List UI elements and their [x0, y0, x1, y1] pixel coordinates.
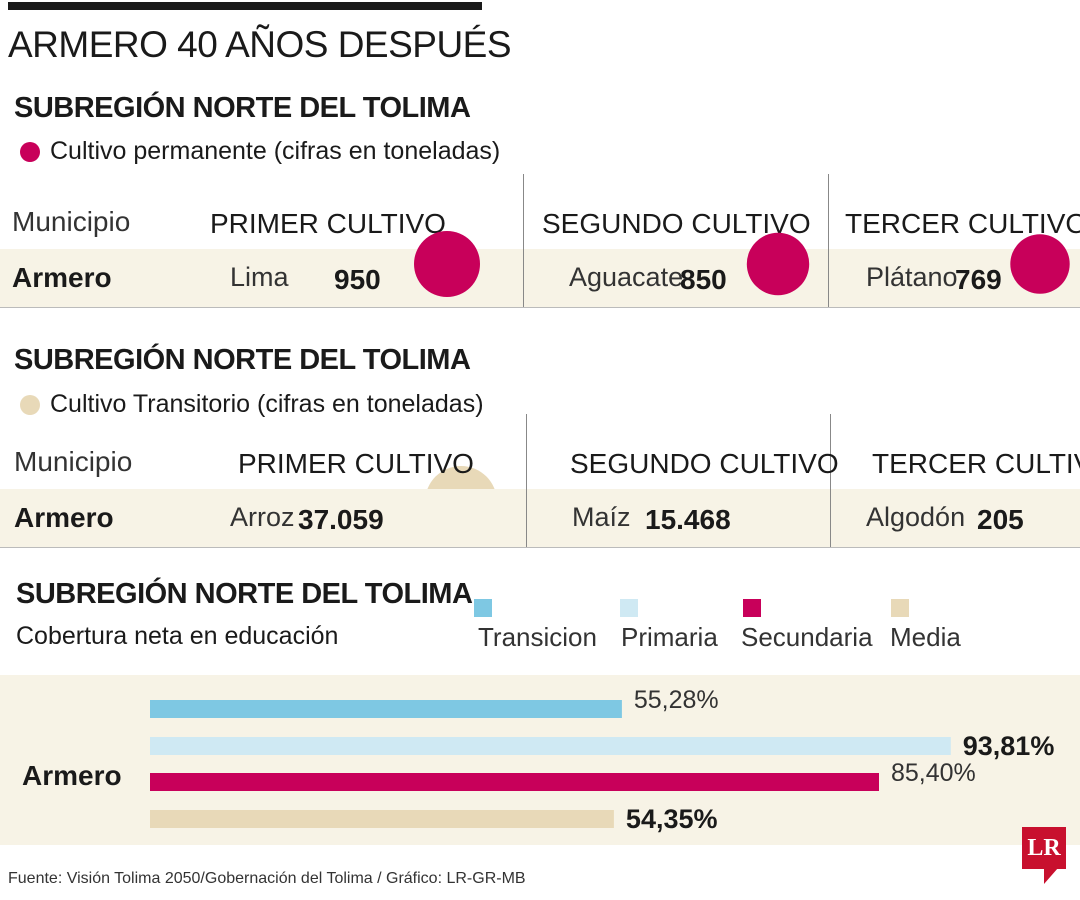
section-2-header-primer: PRIMER CULTIVO	[238, 448, 474, 479]
section-1-bubble-1	[414, 231, 480, 297]
lr-logo-icon: LR	[1022, 827, 1066, 869]
top-rule	[8, 2, 482, 10]
section-1-value-3: 769	[955, 264, 1002, 295]
section-2-data-band	[0, 489, 1080, 547]
section-2-crop-2: Maíz	[572, 502, 631, 532]
section-1-bubble-2	[746, 232, 810, 296]
section-1-col-divider-2	[828, 174, 829, 307]
section-1-value-1: 950	[334, 264, 381, 295]
bar-secundaria	[150, 773, 879, 791]
legend-label-media: Media	[890, 622, 961, 652]
lr-logo-tail	[1044, 868, 1058, 884]
section-2-value-1: 37.059	[298, 504, 384, 535]
section-1-bubble-3	[1010, 234, 1070, 294]
section-3-subtitle: SUBREGIÓN NORTE DEL TOLIMA	[16, 578, 473, 610]
section-1-value-2: 850	[680, 264, 727, 295]
section-2-col-divider-1	[526, 414, 527, 547]
section-2-divider	[0, 547, 1080, 548]
section-2-crop-3: Algodón	[866, 502, 966, 532]
bar-primaria	[150, 737, 951, 755]
legend-swatch-secundaria	[743, 599, 761, 617]
section-2-legend-text: Cultivo Transitorio (cifras en toneladas…	[50, 390, 484, 418]
bar-label-secundaria: 85,40%	[890, 759, 976, 787]
section-2-legend: Cultivo Transitorio (cifras en toneladas…	[20, 390, 484, 419]
legend-label-transicion: Transicion	[478, 622, 597, 652]
section-1-data-band	[0, 249, 1080, 307]
bar-transicion	[150, 700, 622, 718]
section-1-header-tercer: TERCER CULTIVO	[845, 208, 1080, 239]
section-2-value-2: 15.468	[645, 504, 731, 535]
section-1-subtitle: SUBREGIÓN NORTE DEL TOLIMA	[14, 92, 471, 124]
section-1-crop-2: Aguacate	[569, 262, 684, 292]
section-2-crop-1: Arroz	[230, 502, 295, 532]
legend-swatch-media	[891, 599, 909, 617]
legend-swatch-primaria	[620, 599, 638, 617]
section-1-legend: Cultivo permanente (cifras en toneladas)	[20, 137, 500, 166]
municipio-name-3: Armero	[22, 760, 122, 791]
legend-label-secundaria: Secundaria	[741, 622, 873, 652]
legend-swatch-transicion	[474, 599, 492, 617]
municipio-label: Municipio	[12, 206, 131, 237]
bar-label-transicion: 55,28%	[633, 686, 719, 714]
municipio-name-2: Armero	[14, 502, 114, 533]
source-note: Fuente: Visión Tolima 2050/Gobernación d…	[8, 870, 526, 887]
legend-label-primaria: Primaria	[621, 622, 718, 652]
magenta-dot-icon	[20, 141, 40, 162]
beige-dot-icon	[20, 394, 40, 415]
section-2-header-tercer: TERCER CULTIVO	[872, 448, 1080, 479]
municipio-label-2: Municipio	[14, 446, 133, 477]
section-1-legend-text: Cultivo permanente (cifras en toneladas)	[50, 137, 501, 165]
municipio-name: Armero	[12, 262, 112, 293]
education-caption: Cobertura neta en educación	[16, 622, 339, 650]
section-1-header-primer: PRIMER CULTIVO	[210, 208, 446, 239]
section-1-col-divider-1	[523, 174, 524, 307]
bar-label-primaria: 93,81%	[962, 731, 1055, 761]
section-1-crop-1: Lima	[230, 262, 289, 292]
bar-label-media: 54,35%	[625, 804, 718, 834]
page-title: ARMERO 40 AÑOS DESPUÉS	[8, 24, 512, 65]
section-1-header-segundo: SEGUNDO CULTIVO	[542, 208, 811, 239]
section-1-crop-3: Plátano	[866, 262, 958, 292]
section-2-col-divider-2	[830, 414, 831, 547]
section-2-subtitle: SUBREGIÓN NORTE DEL TOLIMA	[14, 344, 471, 376]
section-1-divider	[0, 307, 1080, 308]
section-2-value-3: 205	[977, 504, 1024, 535]
section-2-header-segundo: SEGUNDO CULTIVO	[570, 448, 839, 479]
bar-media	[150, 810, 614, 828]
